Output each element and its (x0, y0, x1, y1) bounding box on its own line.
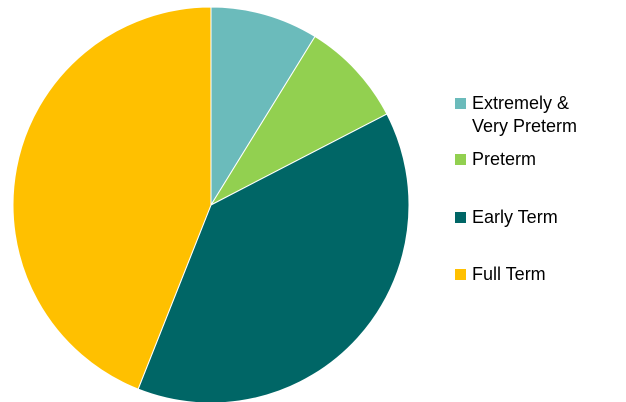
pie-slice-early-term (137, 113, 410, 402)
legend-label-full-term: Full Term (472, 264, 546, 284)
legend-item-preterm: Preterm (455, 148, 536, 171)
legend-swatch-early-term (455, 212, 466, 223)
pie-slice-preterm (209, 35, 388, 207)
legend-item-full-term: Full Term (455, 263, 546, 286)
legend-swatch-extremely-very-preterm (455, 98, 466, 109)
legend-label-preterm: Preterm (472, 149, 537, 169)
pie-slice-extremely-very-preterm (210, 6, 316, 207)
legend-label-extremely-very-preterm: Extremely & Very Preterm (472, 93, 578, 136)
pie-slice-full-term (12, 6, 212, 390)
legend-item-extremely-very-preterm: Extremely & Very Preterm (455, 92, 577, 138)
legend-swatch-preterm (455, 154, 466, 165)
legend-swatch-full-term (455, 269, 466, 280)
legend-label-early-term: Early Term (472, 207, 558, 227)
legend-item-early-term: Early Term (455, 206, 558, 229)
